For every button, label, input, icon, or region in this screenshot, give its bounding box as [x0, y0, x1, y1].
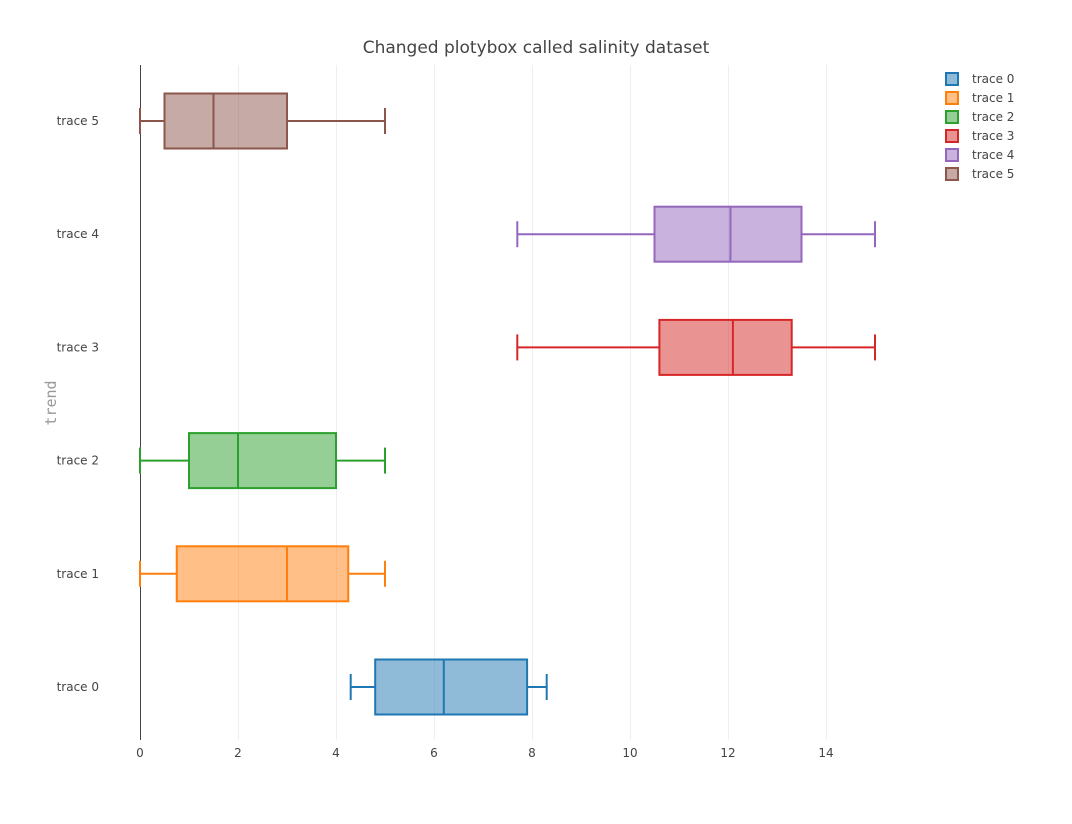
- x-tick-label: 2: [234, 746, 242, 760]
- y-tick-label: trace 3: [57, 340, 99, 354]
- boxes: [139, 92, 876, 716]
- box-trace-0[interactable]: [349, 658, 548, 716]
- x-tick-labels: 0 2 4 6 8 10 12 14: [136, 746, 833, 760]
- iqr-box: [653, 205, 803, 263]
- legend-item-trace-1[interactable]: trace 1: [945, 91, 1014, 105]
- legend-item-trace-2[interactable]: trace 2: [945, 110, 1014, 124]
- x-tick-label: 14: [818, 746, 833, 760]
- iqr-box: [658, 318, 793, 376]
- box-trace-1[interactable]: [139, 545, 386, 603]
- legend-label: trace 5: [972, 167, 1014, 181]
- legend-swatch: [945, 91, 959, 105]
- x-tick-label: 0: [136, 746, 144, 760]
- legend-item-trace-3[interactable]: trace 3: [945, 129, 1014, 143]
- y-tick-label: trace 5: [57, 114, 99, 128]
- x-tick-label: 10: [622, 746, 637, 760]
- chart-title: Changed plotybox called salinity dataset: [363, 38, 710, 58]
- iqr-box: [188, 432, 337, 490]
- legend-swatch: [945, 148, 959, 162]
- box-trace-4[interactable]: [516, 205, 876, 263]
- iqr-box: [175, 545, 350, 603]
- legend-label: trace 3: [972, 129, 1014, 143]
- legend-swatch: [945, 167, 959, 181]
- legend-item-trace-4[interactable]: trace 4: [945, 148, 1014, 162]
- y-tick-label: trace 2: [57, 454, 99, 468]
- legend-label: trace 0: [972, 72, 1014, 86]
- x-tick-label: 4: [332, 746, 340, 760]
- y-tick-label: trace 0: [57, 680, 99, 694]
- legend-label: trace 4: [972, 148, 1014, 162]
- legend-item-trace-5[interactable]: trace 5: [945, 167, 1014, 181]
- legend-swatch: [945, 72, 959, 86]
- y-tick-label: trace 4: [57, 227, 99, 241]
- grid-lines: [238, 65, 827, 740]
- legend-label: trace 1: [972, 91, 1014, 105]
- x-tick-label: 6: [430, 746, 438, 760]
- y-tick-labels: trace 0 trace 1 trace 2 trace 3 trace 4 trace…: [57, 114, 99, 694]
- box-trace-5[interactable]: [139, 92, 386, 150]
- x-tick-label: 12: [720, 746, 735, 760]
- box-trace-2[interactable]: [139, 432, 386, 490]
- legend-swatch: [945, 129, 959, 143]
- legend-item-trace-0[interactable]: trace 0: [945, 72, 1014, 86]
- iqr-box: [163, 92, 288, 150]
- legend-swatch: [945, 110, 959, 124]
- legend[interactable]: trace 0 trace 1 trace 2 trace 3 trace 4 trace…: [945, 72, 1014, 181]
- y-axis-title: trend: [42, 380, 60, 425]
- legend-label: trace 2: [972, 110, 1014, 124]
- box-trace-3[interactable]: [516, 318, 876, 376]
- iqr-box: [374, 658, 529, 716]
- y-tick-label: trace 1: [57, 567, 99, 581]
- x-tick-label: 8: [528, 746, 536, 760]
